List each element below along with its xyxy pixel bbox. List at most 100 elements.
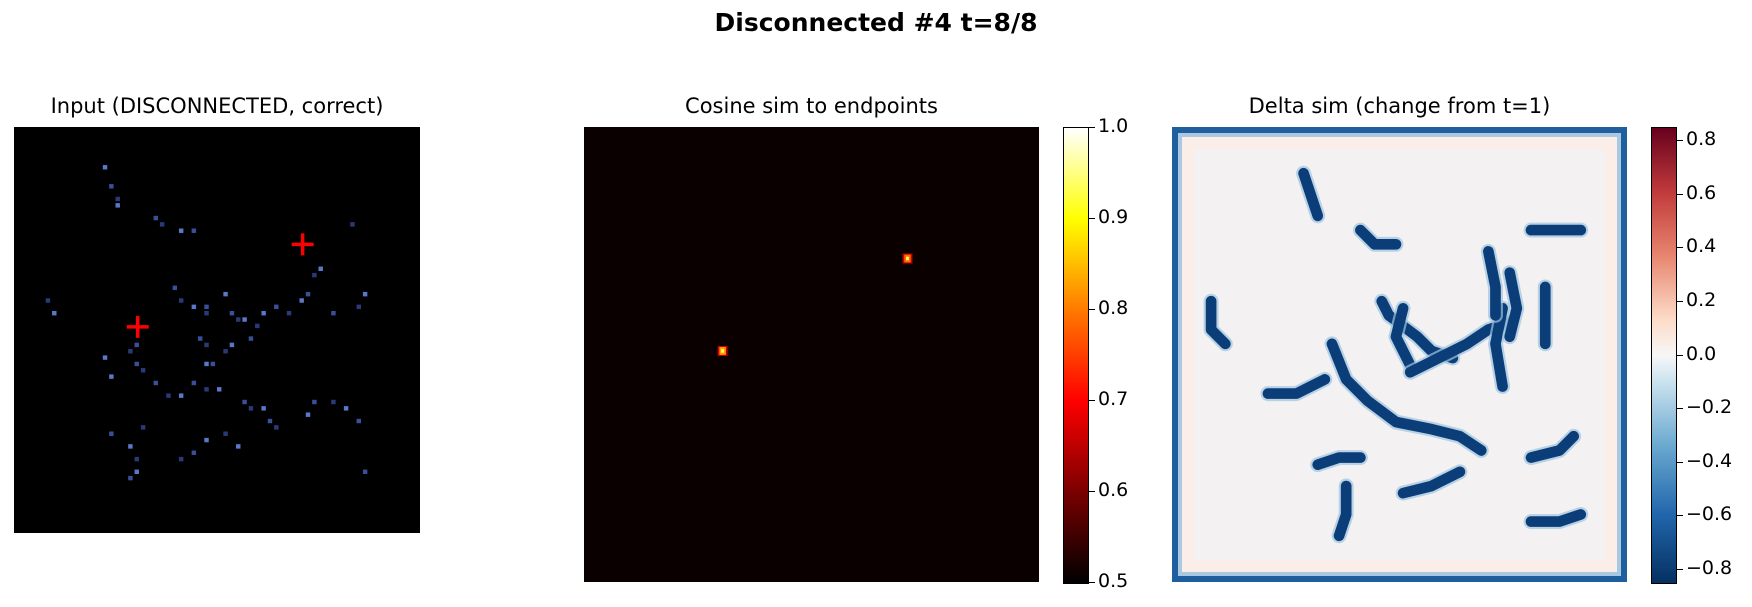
- delta-colorbar-tick-mark: [1676, 568, 1683, 570]
- delta-border: [1172, 127, 1627, 582]
- input-pixel: [356, 304, 362, 310]
- input-pixel: [286, 310, 292, 316]
- input-pixel: [52, 310, 57, 316]
- input-pixel: [248, 336, 254, 341]
- input-pixel: [197, 336, 203, 341]
- input-pixel: [204, 304, 209, 310]
- delta-segment: [1390, 302, 1416, 371]
- cosine-colorbar-tick-mark: [1088, 218, 1095, 219]
- endpoint-marker: [126, 315, 149, 338]
- delta-segment: [1504, 267, 1523, 343]
- delta-colorbar-tick-label: 0.2: [1686, 288, 1717, 311]
- input-pixel: [191, 450, 197, 455]
- delta-colorbar-tick-mark: [1676, 140, 1683, 142]
- input-pixel: [204, 387, 209, 392]
- input-pixel: [204, 342, 209, 348]
- input-pixel: [312, 272, 317, 278]
- cosine-colorbar-tick-mark: [1088, 582, 1095, 583]
- input-pixel: [267, 418, 273, 424]
- input-pixel: [210, 361, 216, 367]
- input-pixel: [178, 393, 184, 398]
- cosine-colorbar-tick-label: 0.6: [1098, 479, 1129, 501]
- delta-segment: [1205, 295, 1231, 350]
- input-pixel: [204, 437, 209, 443]
- input-pixel: [362, 469, 368, 475]
- cosine-colorbar-tick-label: 0.5: [1098, 570, 1129, 592]
- delta-colorbar-tick-mark: [1676, 461, 1683, 463]
- cosine-colorbar-tick-label: 1.0: [1098, 115, 1129, 137]
- input-pixel: [159, 222, 165, 227]
- input-pixel: [128, 475, 133, 481]
- delta-segment: [1355, 224, 1402, 250]
- delta-colorbar-tick-label: −0.8: [1686, 556, 1733, 579]
- input-pixel: [140, 368, 146, 373]
- delta-colorbar-tick-mark: [1676, 515, 1683, 517]
- input-pixel: [140, 425, 146, 430]
- input-pixel: [356, 418, 362, 424]
- delta-colorbar-tick-label: −0.2: [1686, 396, 1733, 419]
- input-pixel: [236, 444, 241, 449]
- input-pixel: [204, 310, 209, 316]
- input-pixel: [312, 399, 317, 405]
- delta-colorbar-tick-label: −0.4: [1686, 449, 1733, 472]
- input-pixel: [134, 469, 139, 475]
- input-pixel: [343, 406, 349, 411]
- delta-segment: [1298, 167, 1324, 222]
- panel-3-colorbar: [1651, 127, 1677, 584]
- similarity-hotspot: [902, 253, 913, 264]
- delta-colorbar-tick-label: −0.6: [1686, 503, 1733, 526]
- input-pixel: [178, 228, 184, 233]
- delta-colorbar-tick-mark: [1676, 300, 1683, 302]
- input-pixel: [331, 399, 336, 405]
- delta-colorbar-tick-label: 0.4: [1686, 235, 1717, 258]
- cosine-colorbar-tick-mark: [1088, 491, 1095, 492]
- input-pixel: [128, 444, 133, 449]
- input-pixel: [109, 431, 114, 436]
- delta-colorbar-tick-mark: [1676, 408, 1683, 410]
- input-pixel: [115, 203, 120, 208]
- panel-2-title: Cosine sim to endpoints: [685, 94, 938, 118]
- delta-segment: [1525, 430, 1580, 463]
- input-pixel: [134, 456, 139, 462]
- panel-3-delta-heatmap: [1172, 127, 1627, 582]
- delta-segment: [1262, 374, 1331, 399]
- delta-segment: [1397, 466, 1466, 499]
- input-pixel: [178, 298, 184, 303]
- input-pixel: [236, 317, 241, 322]
- input-pixel: [261, 406, 266, 411]
- input-pixel: [274, 425, 279, 430]
- input-pixel: [299, 298, 304, 303]
- input-pixel: [305, 412, 311, 417]
- panel-2-cosine-heatmap: [584, 127, 1039, 582]
- cosine-colorbar-tick-mark: [1088, 127, 1095, 128]
- delta-colorbar-tick-mark: [1676, 247, 1683, 249]
- input-pixel: [223, 349, 228, 354]
- endpoint-marker: [291, 233, 314, 256]
- input-pixel: [204, 361, 209, 367]
- input-pixel: [153, 215, 159, 221]
- input-pixel: [255, 323, 260, 329]
- cosine-colorbar-tick-label: 0.8: [1098, 297, 1129, 319]
- input-pixel: [191, 304, 197, 310]
- figure-suptitle: Disconnected #4 t=8/8: [714, 8, 1038, 37]
- input-pixel: [134, 361, 139, 367]
- input-pixel: [166, 393, 171, 398]
- input-pixel: [102, 165, 108, 170]
- panel-1-input-heatmap: [14, 127, 420, 533]
- input-pixel: [178, 456, 184, 462]
- panel-1-title: Input (DISCONNECTED, correct): [50, 94, 384, 118]
- input-pixel: [305, 291, 311, 297]
- input-pixel: [217, 387, 222, 392]
- input-pixel: [318, 266, 323, 272]
- input-pixel: [134, 342, 139, 348]
- delta-colorbar-tick-mark: [1676, 354, 1683, 356]
- input-pixel: [261, 310, 266, 316]
- cosine-colorbar-tick-label: 0.7: [1098, 388, 1129, 410]
- input-pixel: [362, 291, 368, 297]
- panel-3-title: Delta sim (change from t=1): [1248, 94, 1551, 118]
- similarity-hotspot: [717, 345, 728, 356]
- input-pixel: [229, 342, 235, 348]
- input-pixel: [223, 431, 228, 436]
- delta-segment: [1525, 509, 1587, 527]
- input-pixel: [172, 285, 178, 291]
